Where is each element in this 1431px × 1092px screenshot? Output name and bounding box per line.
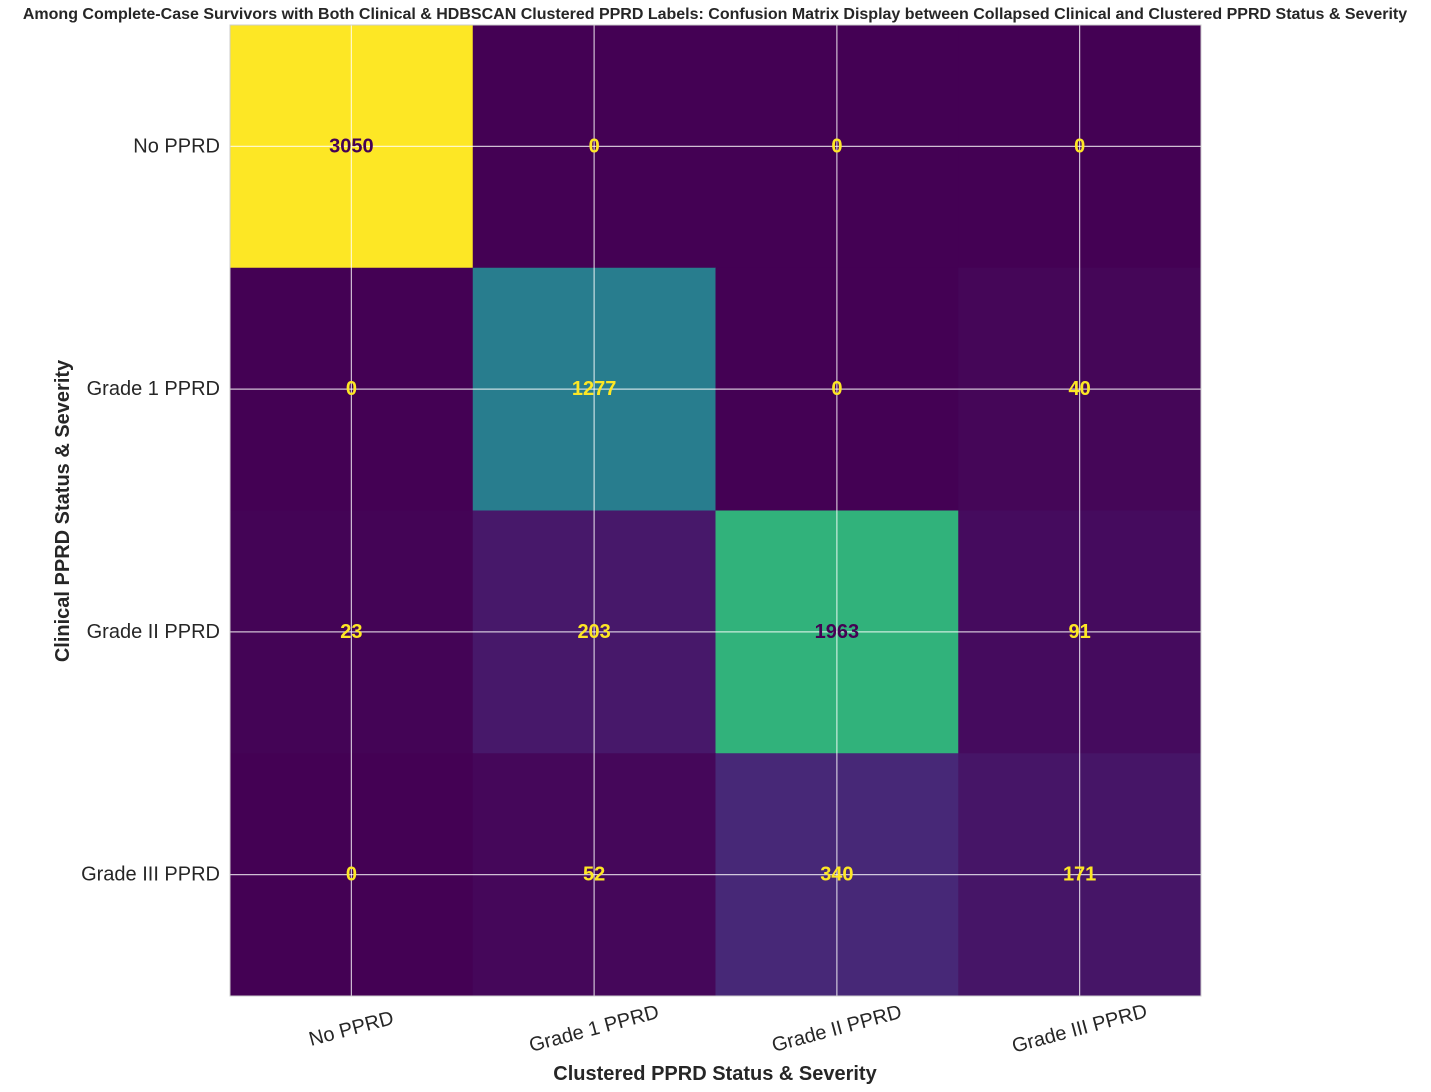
cell-value-label: 0 xyxy=(346,378,357,400)
cell-value-label: 0 xyxy=(831,135,842,157)
cell-value-label: 171 xyxy=(1063,864,1096,886)
x-tick-labels: No PPRD Grade 1 PPRD Grade II PPRD Grade II… xyxy=(307,1000,1150,1057)
x-tick-label: No PPRD xyxy=(307,1007,396,1051)
cell-value-label: 52 xyxy=(583,864,605,886)
x-tick-label: Grade II PPRD xyxy=(770,1001,905,1057)
y-axis-label: Clinical PPRD Status & Severity xyxy=(52,359,74,662)
y-tick-label: No PPRD xyxy=(133,135,220,157)
cell-value-label: 3050 xyxy=(329,135,374,157)
plot-frame xyxy=(229,24,1202,997)
cell-value-label: 1277 xyxy=(572,378,617,400)
cell-value-label: 1963 xyxy=(815,621,860,643)
cell-value-label: 23 xyxy=(340,621,362,643)
y-tick-label: Grade II PPRD xyxy=(87,621,220,643)
cell-value-label: 203 xyxy=(577,621,610,643)
x-tick-label: Grade III PPRD xyxy=(1010,1000,1150,1057)
cell-value-label: 40 xyxy=(1069,378,1091,400)
cell-value-label: 91 xyxy=(1069,621,1091,643)
cell-value-label: 0 xyxy=(589,135,600,157)
gridlines xyxy=(230,25,1201,996)
cell-value-label: 0 xyxy=(346,864,357,886)
y-tick-label: Grade III PPRD xyxy=(81,864,220,886)
x-tick-label: Grade 1 PPRD xyxy=(527,1001,662,1057)
cell-value-label: 340 xyxy=(820,864,853,886)
y-tick-labels: No PPRD Grade 1 PPRD Grade II PPRD Grade II… xyxy=(81,135,220,885)
x-axis-label: Clustered PPRD Status & Severity xyxy=(553,1063,877,1085)
chart-title: Among Complete-Case Survivors with Both … xyxy=(23,6,1407,23)
y-tick-label: Grade 1 PPRD xyxy=(87,378,220,400)
cell-value-label: 0 xyxy=(831,378,842,400)
cell-value-labels: 3050 0 0 0 0 1277 0 40 23 203 1963 91 0 52 340 171 xyxy=(329,135,1096,885)
cell-value-label: 0 xyxy=(1074,135,1085,157)
heatmap-cells xyxy=(230,25,1202,997)
